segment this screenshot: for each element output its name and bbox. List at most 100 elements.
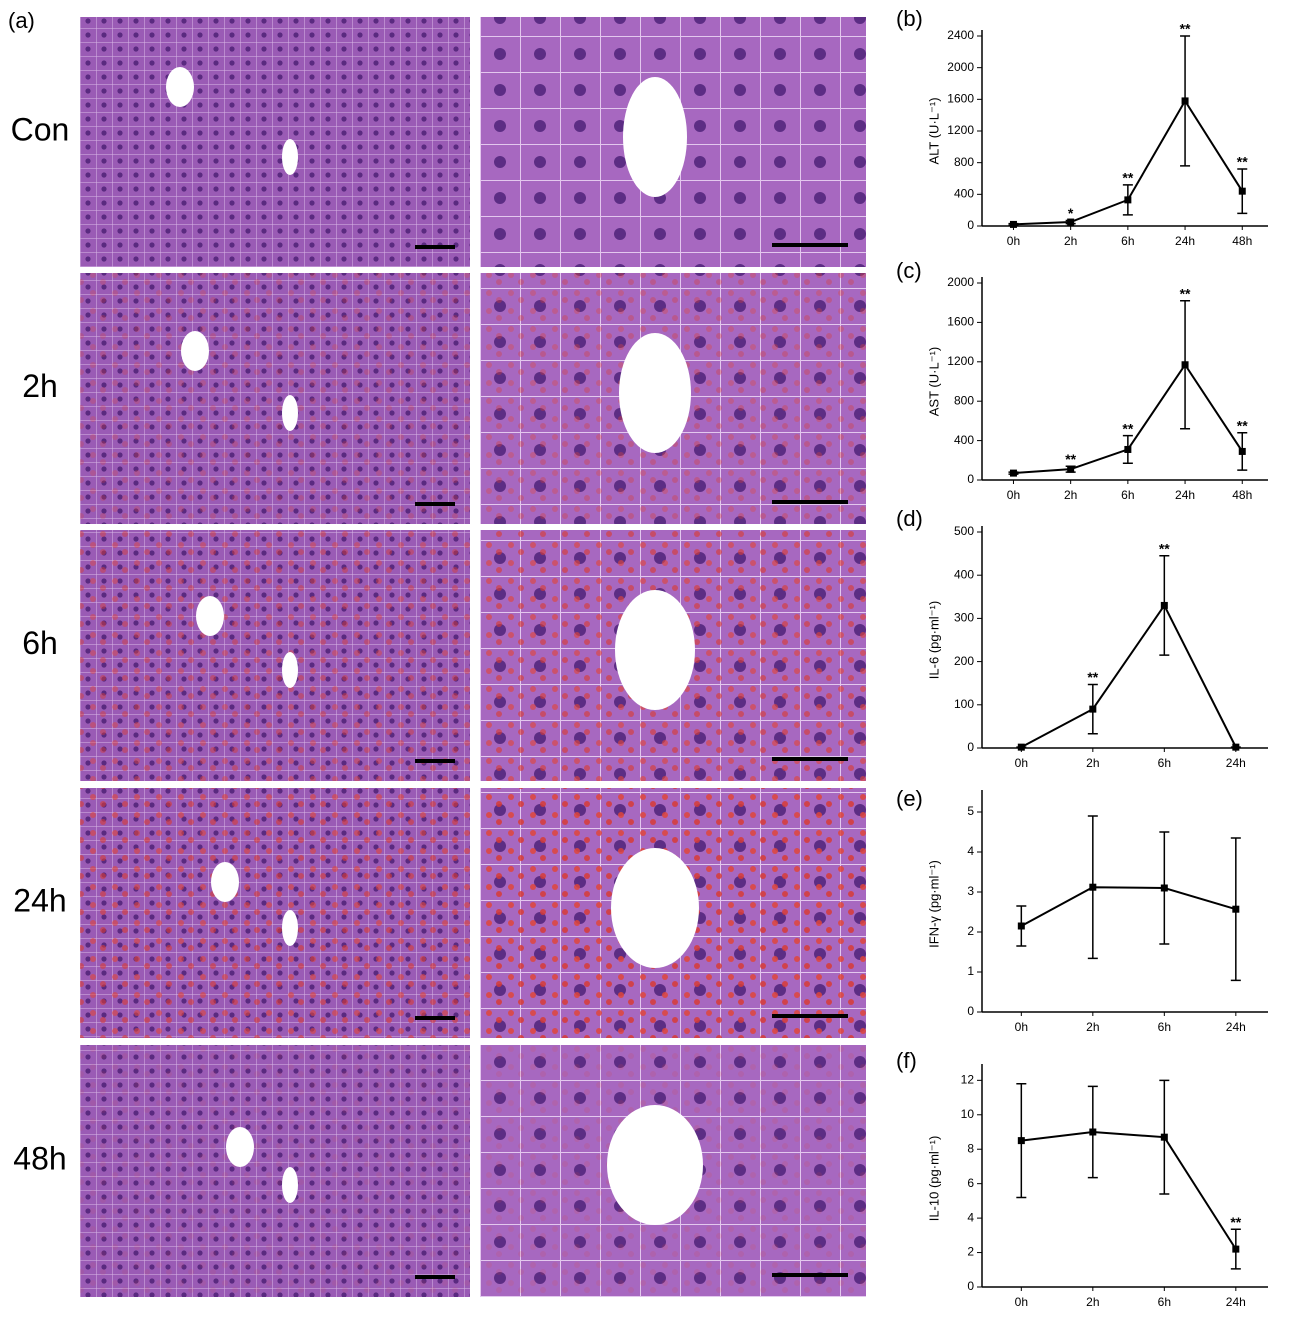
y-tick-label: 400 — [954, 567, 974, 581]
significance: ** — [1180, 21, 1191, 37]
line — [1020, 603, 1237, 749]
vessel — [607, 1105, 703, 1225]
panel-label: (a) — [8, 8, 35, 33]
y-tick-label: 400 — [954, 187, 974, 201]
significance: ** — [1159, 540, 1170, 556]
vessel — [282, 910, 298, 946]
y-tick-label: 800 — [954, 393, 974, 407]
x-tick-label: 2h — [1064, 488, 1077, 502]
panel-label: (d) — [896, 506, 923, 531]
vessel — [619, 333, 691, 453]
data-point — [1017, 922, 1025, 930]
vessel — [282, 1167, 298, 1203]
vessel — [623, 77, 687, 197]
y-tick-label: 0 — [967, 1004, 974, 1018]
y-tick-label: 2 — [967, 924, 974, 938]
line — [1021, 1130, 1237, 1250]
x-tick-label: 6h — [1158, 1020, 1171, 1034]
y-axis-label: ALT (U·L⁻¹) — [926, 97, 941, 164]
x-tick-label: 48h — [1232, 234, 1252, 248]
row-label: 48h — [13, 1140, 66, 1176]
vessel — [181, 331, 209, 371]
panel-label: (b) — [896, 6, 923, 31]
y-tick-label: 6 — [967, 1176, 974, 1190]
data-point — [1017, 1137, 1025, 1145]
x-tick-label: 2h — [1086, 756, 1099, 770]
y-tick-label: 2 — [967, 1245, 974, 1259]
panel-label: (e) — [896, 786, 923, 811]
y-tick-label: 100 — [954, 697, 974, 711]
y-tick-label: 1 — [967, 964, 974, 978]
line — [1020, 886, 1237, 927]
y-tick-label: 0 — [967, 472, 974, 486]
y-tick-label: 1600 — [947, 315, 974, 329]
y-tick-label: 400 — [954, 433, 974, 447]
vessel — [196, 596, 224, 636]
x-tick-label: 6h — [1121, 488, 1134, 502]
y-tick-label: 2000 — [947, 275, 974, 289]
y-tick-label: 800 — [954, 155, 974, 169]
y-tick-label: 1600 — [947, 92, 974, 106]
x-tick-label: 24h — [1226, 756, 1246, 770]
y-tick-label: 1200 — [947, 354, 974, 368]
y-axis-label: IL-6 (pg·ml⁻¹) — [926, 601, 941, 679]
x-tick-label: 0h — [1007, 234, 1020, 248]
x-tick-label: 2h — [1086, 1295, 1099, 1309]
vessel — [166, 67, 194, 107]
panel-label: (f) — [896, 1048, 917, 1073]
vessel — [226, 1127, 254, 1167]
y-tick-label: 2400 — [947, 28, 974, 42]
row-label: 6h — [22, 625, 58, 661]
x-tick-label: 6h — [1158, 756, 1171, 770]
x-tick-label: 24h — [1175, 234, 1195, 248]
significance: ** — [1122, 420, 1133, 436]
y-tick-label: 0 — [967, 218, 974, 232]
y-axis-label: IL-10 (pg·ml⁻¹) — [926, 1136, 941, 1222]
significance: ** — [1087, 669, 1098, 685]
y-tick-label: 10 — [961, 1107, 975, 1121]
x-tick-label: 0h — [1015, 756, 1028, 770]
x-tick-label: 48h — [1232, 488, 1252, 502]
y-tick-label: 0 — [967, 740, 974, 754]
y-tick-label: 4 — [967, 1210, 974, 1224]
x-tick-label: 0h — [1015, 1020, 1028, 1034]
y-tick-label: 4 — [967, 844, 974, 858]
significance: ** — [1122, 170, 1133, 186]
y-tick-label: 500 — [954, 524, 974, 538]
hemorrhage — [80, 273, 470, 524]
x-tick-label: 6h — [1158, 1295, 1171, 1309]
y-tick-label: 8 — [967, 1141, 974, 1155]
row-label: 2h — [22, 368, 58, 404]
row-label: Con — [11, 111, 70, 147]
data-point — [1017, 743, 1025, 751]
x-tick-label: 24h — [1226, 1295, 1246, 1309]
x-tick-label: 6h — [1121, 234, 1134, 248]
histology-image — [80, 17, 470, 267]
vessel — [282, 395, 298, 431]
y-tick-label: 3 — [967, 884, 974, 898]
panel-label: (c) — [896, 258, 922, 283]
vessel — [615, 590, 695, 710]
y-axis-label: IFN-γ (pg·ml⁻¹) — [926, 860, 941, 948]
x-tick-label: 0h — [1015, 1295, 1028, 1309]
y-tick-label: 300 — [954, 611, 974, 625]
x-tick-label: 2h — [1064, 234, 1077, 248]
row-label: 24h — [13, 882, 66, 918]
y-tick-label: 12 — [961, 1073, 975, 1087]
hemorrhage — [80, 788, 470, 1038]
significance: ** — [1065, 451, 1076, 467]
y-tick-label: 0 — [967, 1279, 974, 1293]
significance: ** — [1237, 417, 1248, 433]
y-axis-label: AST (U·L⁻¹) — [926, 347, 941, 416]
significance: * — [1068, 205, 1074, 221]
significance: ** — [1230, 1214, 1241, 1230]
x-tick-label: 24h — [1175, 488, 1195, 502]
y-tick-label: 1200 — [947, 123, 974, 137]
hemorrhage — [80, 1045, 470, 1297]
y-tick-label: 2000 — [947, 60, 974, 74]
vessel — [211, 862, 239, 902]
vessel — [282, 652, 298, 688]
x-tick-label: 24h — [1226, 1020, 1246, 1034]
significance: ** — [1180, 285, 1191, 301]
